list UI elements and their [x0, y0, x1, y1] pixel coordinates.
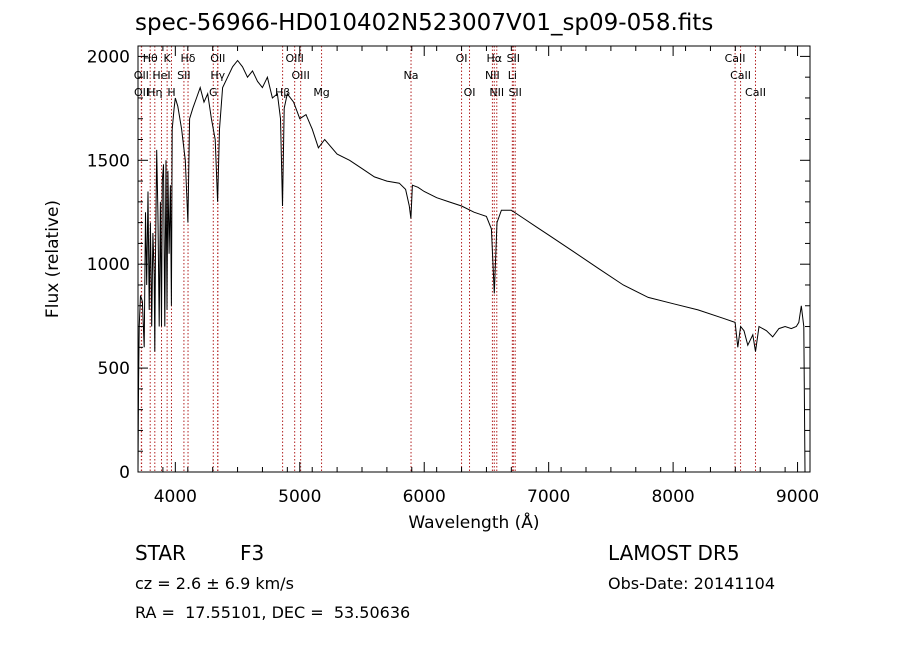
- marker-label: Hγ: [210, 69, 225, 82]
- marker-label: HeI: [152, 69, 170, 82]
- marker-label: Hα: [487, 52, 503, 65]
- y-tick-label: 0: [119, 463, 130, 483]
- y-axis-label: Flux (relative): [43, 200, 63, 318]
- marker-label: K: [164, 52, 172, 65]
- x-tick-label: 8000: [651, 487, 694, 507]
- marker-label: OI: [456, 52, 468, 65]
- marker-label: Hη: [147, 86, 162, 99]
- x-tick-label: 4000: [154, 487, 197, 507]
- marker-label: SII: [177, 69, 190, 82]
- object-class: STAR: [135, 541, 186, 565]
- x-tick-label: 6000: [403, 487, 446, 507]
- x-tick-label: 7000: [527, 487, 570, 507]
- marker-label: Na: [404, 69, 419, 82]
- x-axis-label: Wavelength (Å): [408, 511, 539, 533]
- chart-title: spec-56966-HD010402N523007V01_sp09-058.f…: [135, 10, 714, 36]
- redshift-velocity: cz = 2.6 ± 6.9 km/s: [135, 574, 294, 593]
- marker-label: SII: [508, 86, 521, 99]
- marker-label: Hθ: [143, 52, 158, 65]
- marker-label: OI: [464, 86, 476, 99]
- survey-name: LAMOST DR5: [608, 541, 740, 565]
- marker-label: Hδ: [181, 52, 196, 65]
- coordinates: RA = 17.55101, DEC = 53.50636: [135, 603, 411, 622]
- y-tick-label: 500: [98, 359, 130, 379]
- marker-label: CaII: [725, 52, 746, 65]
- marker-label: CaII: [730, 69, 751, 82]
- marker-label: OII: [210, 52, 225, 65]
- marker-label: NII: [489, 86, 504, 99]
- observation-date: Obs-Date: 20141104: [608, 574, 776, 593]
- marker-label: CaII: [745, 86, 766, 99]
- plot-frame: [137, 45, 811, 473]
- marker-label: H: [167, 86, 175, 99]
- marker-label: OII: [134, 69, 149, 82]
- x-axis-ticks: 4000 5000 6000 7000 8000 9000: [137, 46, 819, 507]
- y-tick-label: 1500: [87, 151, 130, 171]
- marker-label: G: [209, 86, 218, 99]
- marker-label: Hβ: [275, 86, 290, 99]
- marker-label: SII: [507, 52, 520, 65]
- marker-label: NII: [485, 69, 500, 82]
- marker-label: OIII: [285, 52, 303, 65]
- marker-label: Li: [508, 69, 517, 82]
- marker-label: OIII: [291, 69, 309, 82]
- spectrum-line: [137, 59, 806, 473]
- subclass: F3: [240, 541, 265, 565]
- y-tick-label: 2000: [87, 47, 130, 67]
- marker-label: Mg: [313, 86, 329, 99]
- y-tick-label: 1000: [87, 255, 130, 275]
- y-axis-ticks: 0 500 1000 1500 2000: [87, 47, 810, 483]
- line-markers: [140, 46, 756, 472]
- x-tick-label: 9000: [776, 487, 819, 507]
- x-tick-label: 5000: [278, 487, 321, 507]
